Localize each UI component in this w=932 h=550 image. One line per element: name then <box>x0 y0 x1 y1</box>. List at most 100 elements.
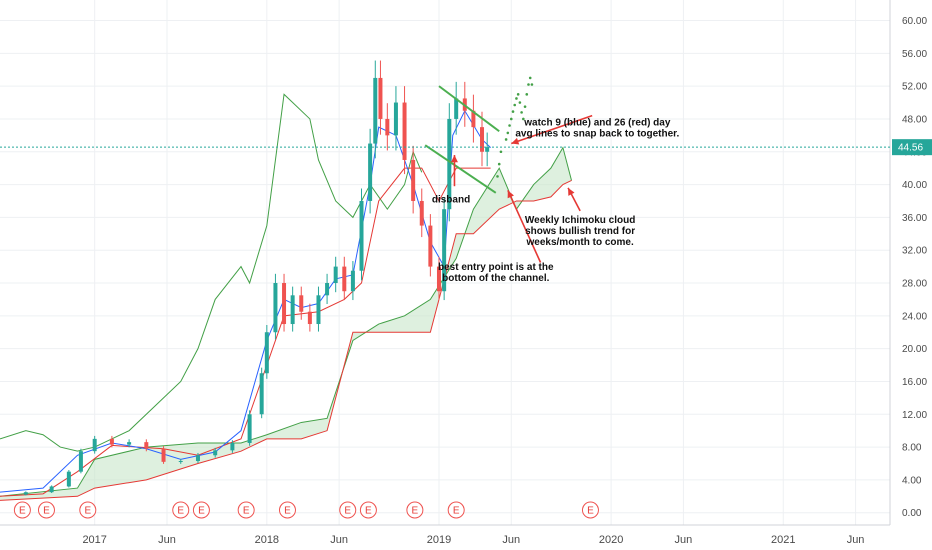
earnings-marker <box>79 501 97 519</box>
x-tick-label: Jun <box>675 534 693 546</box>
candle-body <box>428 225 433 267</box>
earnings-marker <box>172 501 190 519</box>
earnings-marker-label: E <box>284 506 291 517</box>
annotation-text: watch 9 (blue) and 26 (red) day <box>523 118 671 129</box>
candle-body <box>350 270 355 292</box>
y-tick-label: 52.00 <box>902 82 927 93</box>
candle-body <box>402 102 407 160</box>
annotation-text: disband <box>432 195 470 206</box>
projection-dot <box>497 162 501 166</box>
y-tick-label: 0.00 <box>902 508 922 519</box>
candle-body <box>230 442 235 451</box>
candle-body <box>23 492 28 495</box>
candle-body <box>247 414 252 443</box>
candle-body <box>333 266 338 284</box>
earnings-marker-label: E <box>453 506 460 517</box>
earnings-marker <box>37 501 55 519</box>
y-tick-label: 32.00 <box>902 246 927 257</box>
projection-dot <box>520 111 523 114</box>
x-tick-label: 2017 <box>82 534 106 546</box>
y-tick-label: 48.00 <box>902 114 927 125</box>
earnings-marker-label: E <box>587 506 594 517</box>
arrow-head <box>511 137 520 145</box>
earnings-marker <box>192 501 210 519</box>
projection-dot <box>515 97 518 100</box>
projection-dot <box>511 110 515 113</box>
projection-dot <box>528 76 532 80</box>
y-tick-label: 12.00 <box>902 410 927 421</box>
candle-body <box>299 295 304 312</box>
channel-line <box>424 144 497 194</box>
x-tick-label: 2020 <box>599 534 623 546</box>
earnings-marker <box>237 501 255 519</box>
annotation-text: avg lines to snap back to together. <box>515 129 679 140</box>
candle-body <box>411 159 416 201</box>
lagging-span-line <box>0 93 423 452</box>
y-tick-label: 40.00 <box>902 180 927 191</box>
projection-dot <box>518 101 522 104</box>
arrow-head <box>507 190 514 199</box>
projection-dot <box>523 105 527 108</box>
candle-body <box>273 283 278 333</box>
last-price-label: 44.56 <box>898 143 923 154</box>
annotation-text: shows bullish trend for <box>525 226 635 237</box>
y-tick-label: 24.00 <box>902 311 927 322</box>
candle-body <box>316 295 321 325</box>
last-price-tag <box>892 139 932 156</box>
x-tick-label: 2021 <box>771 534 795 546</box>
earnings-marker-label: E <box>412 506 419 517</box>
earnings-marker <box>13 501 31 519</box>
candle-body <box>259 373 264 415</box>
projection-dot <box>527 83 530 86</box>
candle-body <box>92 438 97 452</box>
earnings-marker-label: E <box>344 506 351 517</box>
earnings-marker-label: E <box>84 506 91 517</box>
earnings-marker-label: E <box>177 506 184 517</box>
candle-body <box>290 295 295 325</box>
x-tick-label: Jun <box>502 534 520 546</box>
x-tick-label: 2019 <box>427 534 451 546</box>
candle-body <box>485 147 490 152</box>
candle-body <box>127 442 132 445</box>
candle-body <box>447 118 452 210</box>
earnings-marker <box>278 501 296 519</box>
candle-body <box>471 110 476 128</box>
projection-dot <box>522 117 525 121</box>
annotation-arrow <box>507 189 542 263</box>
projection-dot <box>506 131 510 135</box>
projection-dot <box>530 83 534 86</box>
projection-dot <box>509 117 513 121</box>
candle-body <box>213 450 218 456</box>
candle-body <box>307 311 312 325</box>
candle-body <box>368 143 373 201</box>
earnings-marker <box>447 501 465 519</box>
candle-body <box>264 332 269 374</box>
candle-body <box>373 77 378 144</box>
cloud-span-b <box>0 180 572 501</box>
arrow-head <box>450 155 458 163</box>
y-tick-label: 20.00 <box>902 344 927 355</box>
candle-body <box>282 283 287 325</box>
candle-body <box>378 77 383 119</box>
candle-body <box>419 200 424 226</box>
annotation-text: best entry point is at the <box>438 262 554 273</box>
projection-dot <box>499 150 503 154</box>
y-tick-label: 36.00 <box>902 213 927 224</box>
earnings-marker <box>406 501 424 519</box>
arrow-head <box>568 187 575 196</box>
annotation-text: weeks/month to come. <box>526 237 634 248</box>
channel-line <box>438 85 500 133</box>
candle-body <box>342 266 347 292</box>
x-tick-label: Jun <box>330 534 348 546</box>
earnings-marker <box>359 501 377 519</box>
candle-body <box>161 448 166 462</box>
cloud-span-a <box>0 146 573 497</box>
candle-body <box>178 461 183 463</box>
earnings-marker-label: E <box>198 506 205 517</box>
projection-dot <box>513 103 517 107</box>
candle-body <box>66 471 71 487</box>
earnings-marker <box>581 501 599 519</box>
